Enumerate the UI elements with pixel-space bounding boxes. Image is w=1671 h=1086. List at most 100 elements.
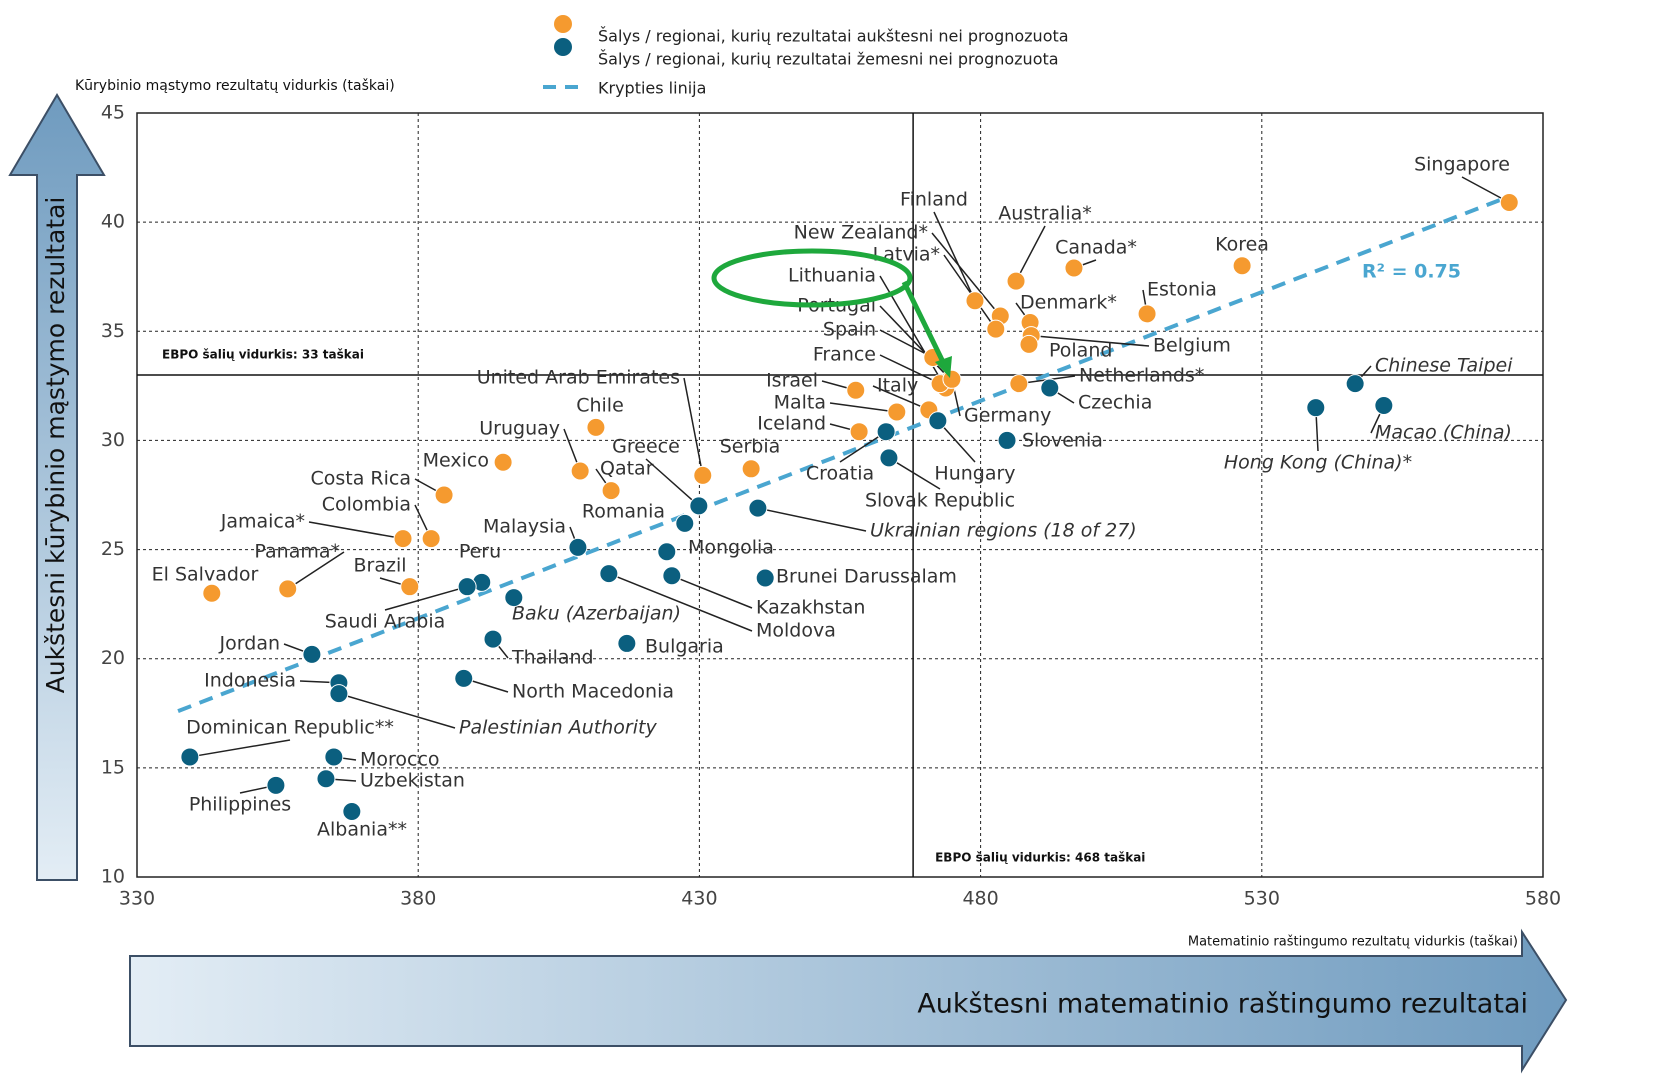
x-axis-title: Matematinio raštingumo rezultatų vidurki… xyxy=(1188,935,1518,950)
point-label: Netherlands* xyxy=(1079,365,1204,387)
y-tick-label: 30 xyxy=(101,429,125,451)
x-tick-label: 380 xyxy=(400,888,436,910)
point-label: Macao (China) xyxy=(1375,422,1512,444)
y-axis-title: Kūrybinio mąstymo rezultatų vidurkis (ta… xyxy=(75,78,395,94)
x-tick-label: 530 xyxy=(1244,888,1280,910)
point-label: Dominican Republic** xyxy=(186,717,394,739)
reference-label: EBPO šalių vidurkis: 468 taškai xyxy=(935,851,1145,865)
point xyxy=(483,629,503,649)
point-label: Germany xyxy=(964,405,1051,427)
leader-line xyxy=(384,585,468,611)
highlight-arrow-head xyxy=(935,356,952,378)
point xyxy=(1006,271,1026,291)
point xyxy=(755,568,775,588)
leader-line xyxy=(308,521,404,540)
point xyxy=(1064,258,1084,278)
point-label: North Macedonia xyxy=(512,681,674,703)
point-label: Romania xyxy=(582,501,665,523)
point-label: Brunei Darussalam xyxy=(776,566,957,588)
point-label: Uzbekistan xyxy=(360,770,465,792)
point-label: Bulgaria xyxy=(645,636,724,658)
point xyxy=(693,465,713,485)
point-label: Denmark* xyxy=(1020,292,1117,314)
point xyxy=(316,769,336,789)
leader-line xyxy=(879,354,941,385)
point-label: Italy xyxy=(877,375,918,397)
point xyxy=(1137,304,1157,324)
point-label: Serbia xyxy=(720,436,781,458)
legend-swatch xyxy=(554,38,572,56)
point xyxy=(689,496,709,516)
point-label: Panama* xyxy=(254,541,340,563)
point-label: Malaysia xyxy=(483,516,566,538)
point xyxy=(1232,256,1252,276)
point-label: Finland xyxy=(900,189,968,211)
leader-line xyxy=(888,457,941,490)
point-label: Palestinian Authority xyxy=(459,717,657,739)
point-label: Kazakhstan xyxy=(756,597,865,619)
point-label: Hong Kong (China)* xyxy=(1224,452,1412,474)
point-label: Slovak Republic xyxy=(865,490,1015,512)
point-label: Morocco xyxy=(360,749,440,771)
point-label: Jamaica* xyxy=(220,511,305,533)
point-label: Spain xyxy=(823,319,876,341)
point xyxy=(493,452,513,472)
point-label: Mongolia xyxy=(688,537,774,559)
y-tick-label: 15 xyxy=(101,756,125,778)
point xyxy=(434,485,454,505)
point-label: Mexico xyxy=(423,450,489,472)
y-tick-label: 25 xyxy=(101,538,125,560)
labels: Singapore Korea Canada* Estonia Australia* Fi… xyxy=(152,154,1514,841)
point-label: Jordan xyxy=(219,633,280,655)
leader-line xyxy=(671,575,753,609)
point-label: Peru xyxy=(459,541,501,563)
point-label: Slovenia xyxy=(1022,430,1103,452)
leader-line xyxy=(879,329,934,359)
x-tick-label: 430 xyxy=(681,888,717,910)
point xyxy=(393,529,413,549)
point-label: Croatia xyxy=(806,463,874,485)
x-tick-label: 580 xyxy=(1525,888,1561,910)
y-tick-label: 45 xyxy=(101,102,125,124)
highlight-arrow xyxy=(901,280,947,366)
leader-line xyxy=(683,377,704,476)
point-label: New Zealand* xyxy=(794,222,928,244)
point xyxy=(457,577,477,597)
point xyxy=(928,411,948,431)
y-arrow xyxy=(8,93,106,881)
point-label: Albania** xyxy=(317,819,407,841)
x-tick-label: 480 xyxy=(962,888,998,910)
point xyxy=(965,291,985,311)
y-tick-label: 40 xyxy=(101,211,125,233)
point-label: Poland xyxy=(1049,340,1112,362)
legend-label: Krypties linija xyxy=(598,79,706,98)
point-label: Saudi Arabia xyxy=(325,611,446,633)
point xyxy=(1019,334,1039,354)
point xyxy=(997,430,1017,450)
leader-line xyxy=(829,402,897,413)
point xyxy=(1499,192,1519,212)
point xyxy=(986,319,1006,339)
point-label: Latvia* xyxy=(873,244,940,266)
point-label: Iceland xyxy=(757,413,826,435)
point xyxy=(879,448,899,468)
leader-line xyxy=(287,551,345,590)
point xyxy=(617,633,637,653)
point xyxy=(675,513,695,533)
point-label: El Salvador xyxy=(152,564,259,586)
point xyxy=(1374,396,1394,416)
point-label: Israel xyxy=(766,370,818,392)
point xyxy=(324,747,344,767)
y-tick-label: 35 xyxy=(101,320,125,342)
leader-line xyxy=(1031,334,1150,347)
plot-area: 10 15 20 25 30 35 40 45 330 380 430 480 530 580 EBPO š… xyxy=(101,102,1561,910)
point xyxy=(1306,398,1326,418)
point xyxy=(202,583,222,603)
point-label: Belgium xyxy=(1153,335,1231,357)
x-tick-label: 330 xyxy=(119,888,155,910)
y-arrow-label: Aukštesni kūrybinio mąstymo rezultatai xyxy=(41,197,70,694)
trend-line xyxy=(177,196,1506,713)
leader-line xyxy=(189,739,291,758)
leader-line xyxy=(757,507,867,532)
